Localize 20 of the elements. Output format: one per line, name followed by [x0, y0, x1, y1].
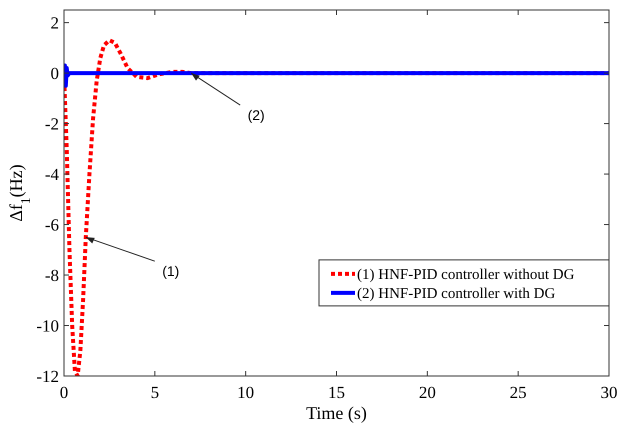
x-tick-label: 15 — [328, 383, 345, 402]
y-tick-label: -8 — [44, 266, 59, 286]
x-tick-label: 5 — [150, 383, 160, 402]
y-tick-label: 0 — [50, 64, 59, 84]
y-tick-label: -12 — [36, 367, 59, 386]
x-tick-label: 25 — [510, 383, 527, 402]
y-tick-label: -6 — [44, 216, 59, 235]
y-tick-label: -2 — [44, 114, 59, 134]
annotation: (2) — [248, 107, 265, 124]
legend-label: (1) HNF-PID controller without DG — [357, 266, 575, 283]
line-series — [64, 64, 609, 88]
x-tick-label: 30 — [600, 383, 618, 402]
x-tick-label: 10 — [237, 383, 254, 402]
y-tick-label: 2 — [50, 14, 59, 33]
x-tick-label: 20 — [418, 383, 436, 402]
y-tick-label: -4 — [44, 165, 60, 184]
y-tick-label: -10 — [36, 316, 59, 336]
legend-label: (2) HNF-PID controller with DG — [357, 286, 556, 302]
annotation: (1) — [162, 263, 180, 280]
x-axis-title: Time (s) — [306, 403, 367, 423]
